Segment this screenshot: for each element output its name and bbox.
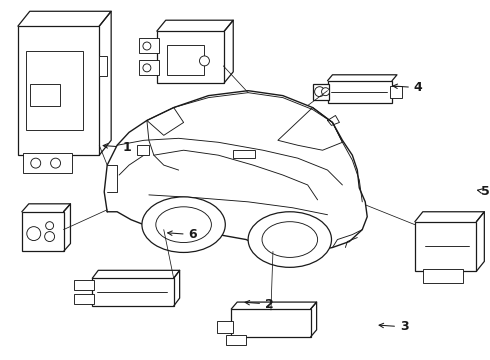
Ellipse shape (156, 207, 211, 243)
Bar (99, 56, 107, 76)
Ellipse shape (199, 56, 209, 66)
Bar (74, 294, 94, 304)
Ellipse shape (27, 227, 41, 240)
Bar (74, 280, 94, 290)
Bar (231, 309, 311, 337)
Ellipse shape (45, 231, 54, 242)
Bar (423, 269, 463, 283)
Bar (390, 86, 402, 98)
Bar (26, 51, 83, 130)
Ellipse shape (142, 197, 225, 252)
Bar (18, 26, 99, 155)
Ellipse shape (46, 222, 53, 230)
Text: 6: 6 (168, 228, 197, 241)
Bar (30, 84, 60, 105)
Text: 4: 4 (393, 81, 422, 94)
Bar (157, 31, 224, 83)
Text: 7: 7 (0, 359, 1, 360)
Ellipse shape (50, 158, 61, 168)
Bar (139, 60, 159, 75)
Text: 1: 1 (103, 141, 131, 154)
Bar (23, 153, 73, 173)
Bar (167, 45, 204, 75)
Text: 3: 3 (379, 320, 409, 333)
Bar (415, 222, 476, 271)
Text: 5: 5 (478, 185, 490, 198)
Ellipse shape (315, 87, 324, 96)
Bar (92, 278, 173, 306)
Ellipse shape (321, 88, 329, 96)
Text: 2: 2 (245, 298, 274, 311)
Bar (137, 145, 149, 155)
Ellipse shape (143, 64, 151, 72)
Bar (327, 81, 392, 103)
Ellipse shape (262, 222, 318, 257)
Bar (139, 38, 159, 53)
Ellipse shape (248, 212, 332, 267)
Ellipse shape (143, 42, 151, 50)
Ellipse shape (31, 158, 41, 168)
Bar (313, 84, 328, 100)
Bar (226, 335, 246, 345)
Bar (233, 150, 255, 158)
Bar (22, 212, 64, 252)
Bar (218, 321, 233, 333)
